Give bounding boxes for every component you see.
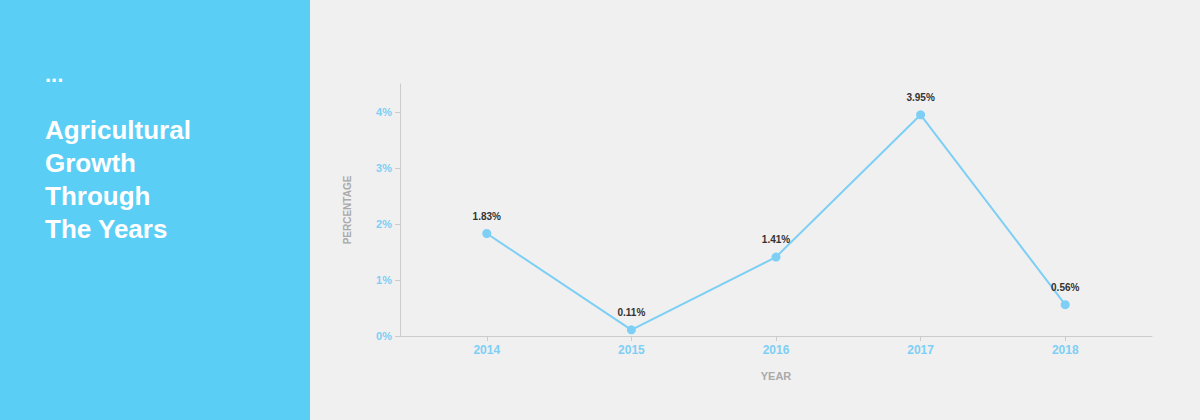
svg-text:2016: 2016 <box>763 343 790 357</box>
svg-text:Agricultural: Agricultural <box>45 115 191 145</box>
svg-text:2018: 2018 <box>1052 343 1079 357</box>
svg-text:0%: 0% <box>376 330 392 342</box>
svg-text:1.41%: 1.41% <box>762 234 790 245</box>
svg-text:3.95%: 3.95% <box>906 92 934 103</box>
svg-text:Through: Through <box>45 181 150 211</box>
svg-text:4%: 4% <box>376 106 392 118</box>
svg-text:2014: 2014 <box>473 343 500 357</box>
svg-text:PERCENTAGE: PERCENTAGE <box>342 175 353 244</box>
svg-text:3%: 3% <box>376 162 392 174</box>
svg-text:0.56%: 0.56% <box>1051 282 1079 293</box>
svg-text:0.11%: 0.11% <box>617 307 645 318</box>
svg-text:...: ... <box>45 62 63 87</box>
svg-text:2015: 2015 <box>618 343 645 357</box>
svg-text:2%: 2% <box>376 218 392 230</box>
svg-text:2017: 2017 <box>907 343 934 357</box>
svg-text:YEAR: YEAR <box>761 370 792 382</box>
svg-text:1.83%: 1.83% <box>473 211 501 222</box>
svg-text:Growth: Growth <box>45 148 136 178</box>
svg-text:1%: 1% <box>376 274 392 286</box>
svg-text:The Years: The Years <box>45 214 167 244</box>
